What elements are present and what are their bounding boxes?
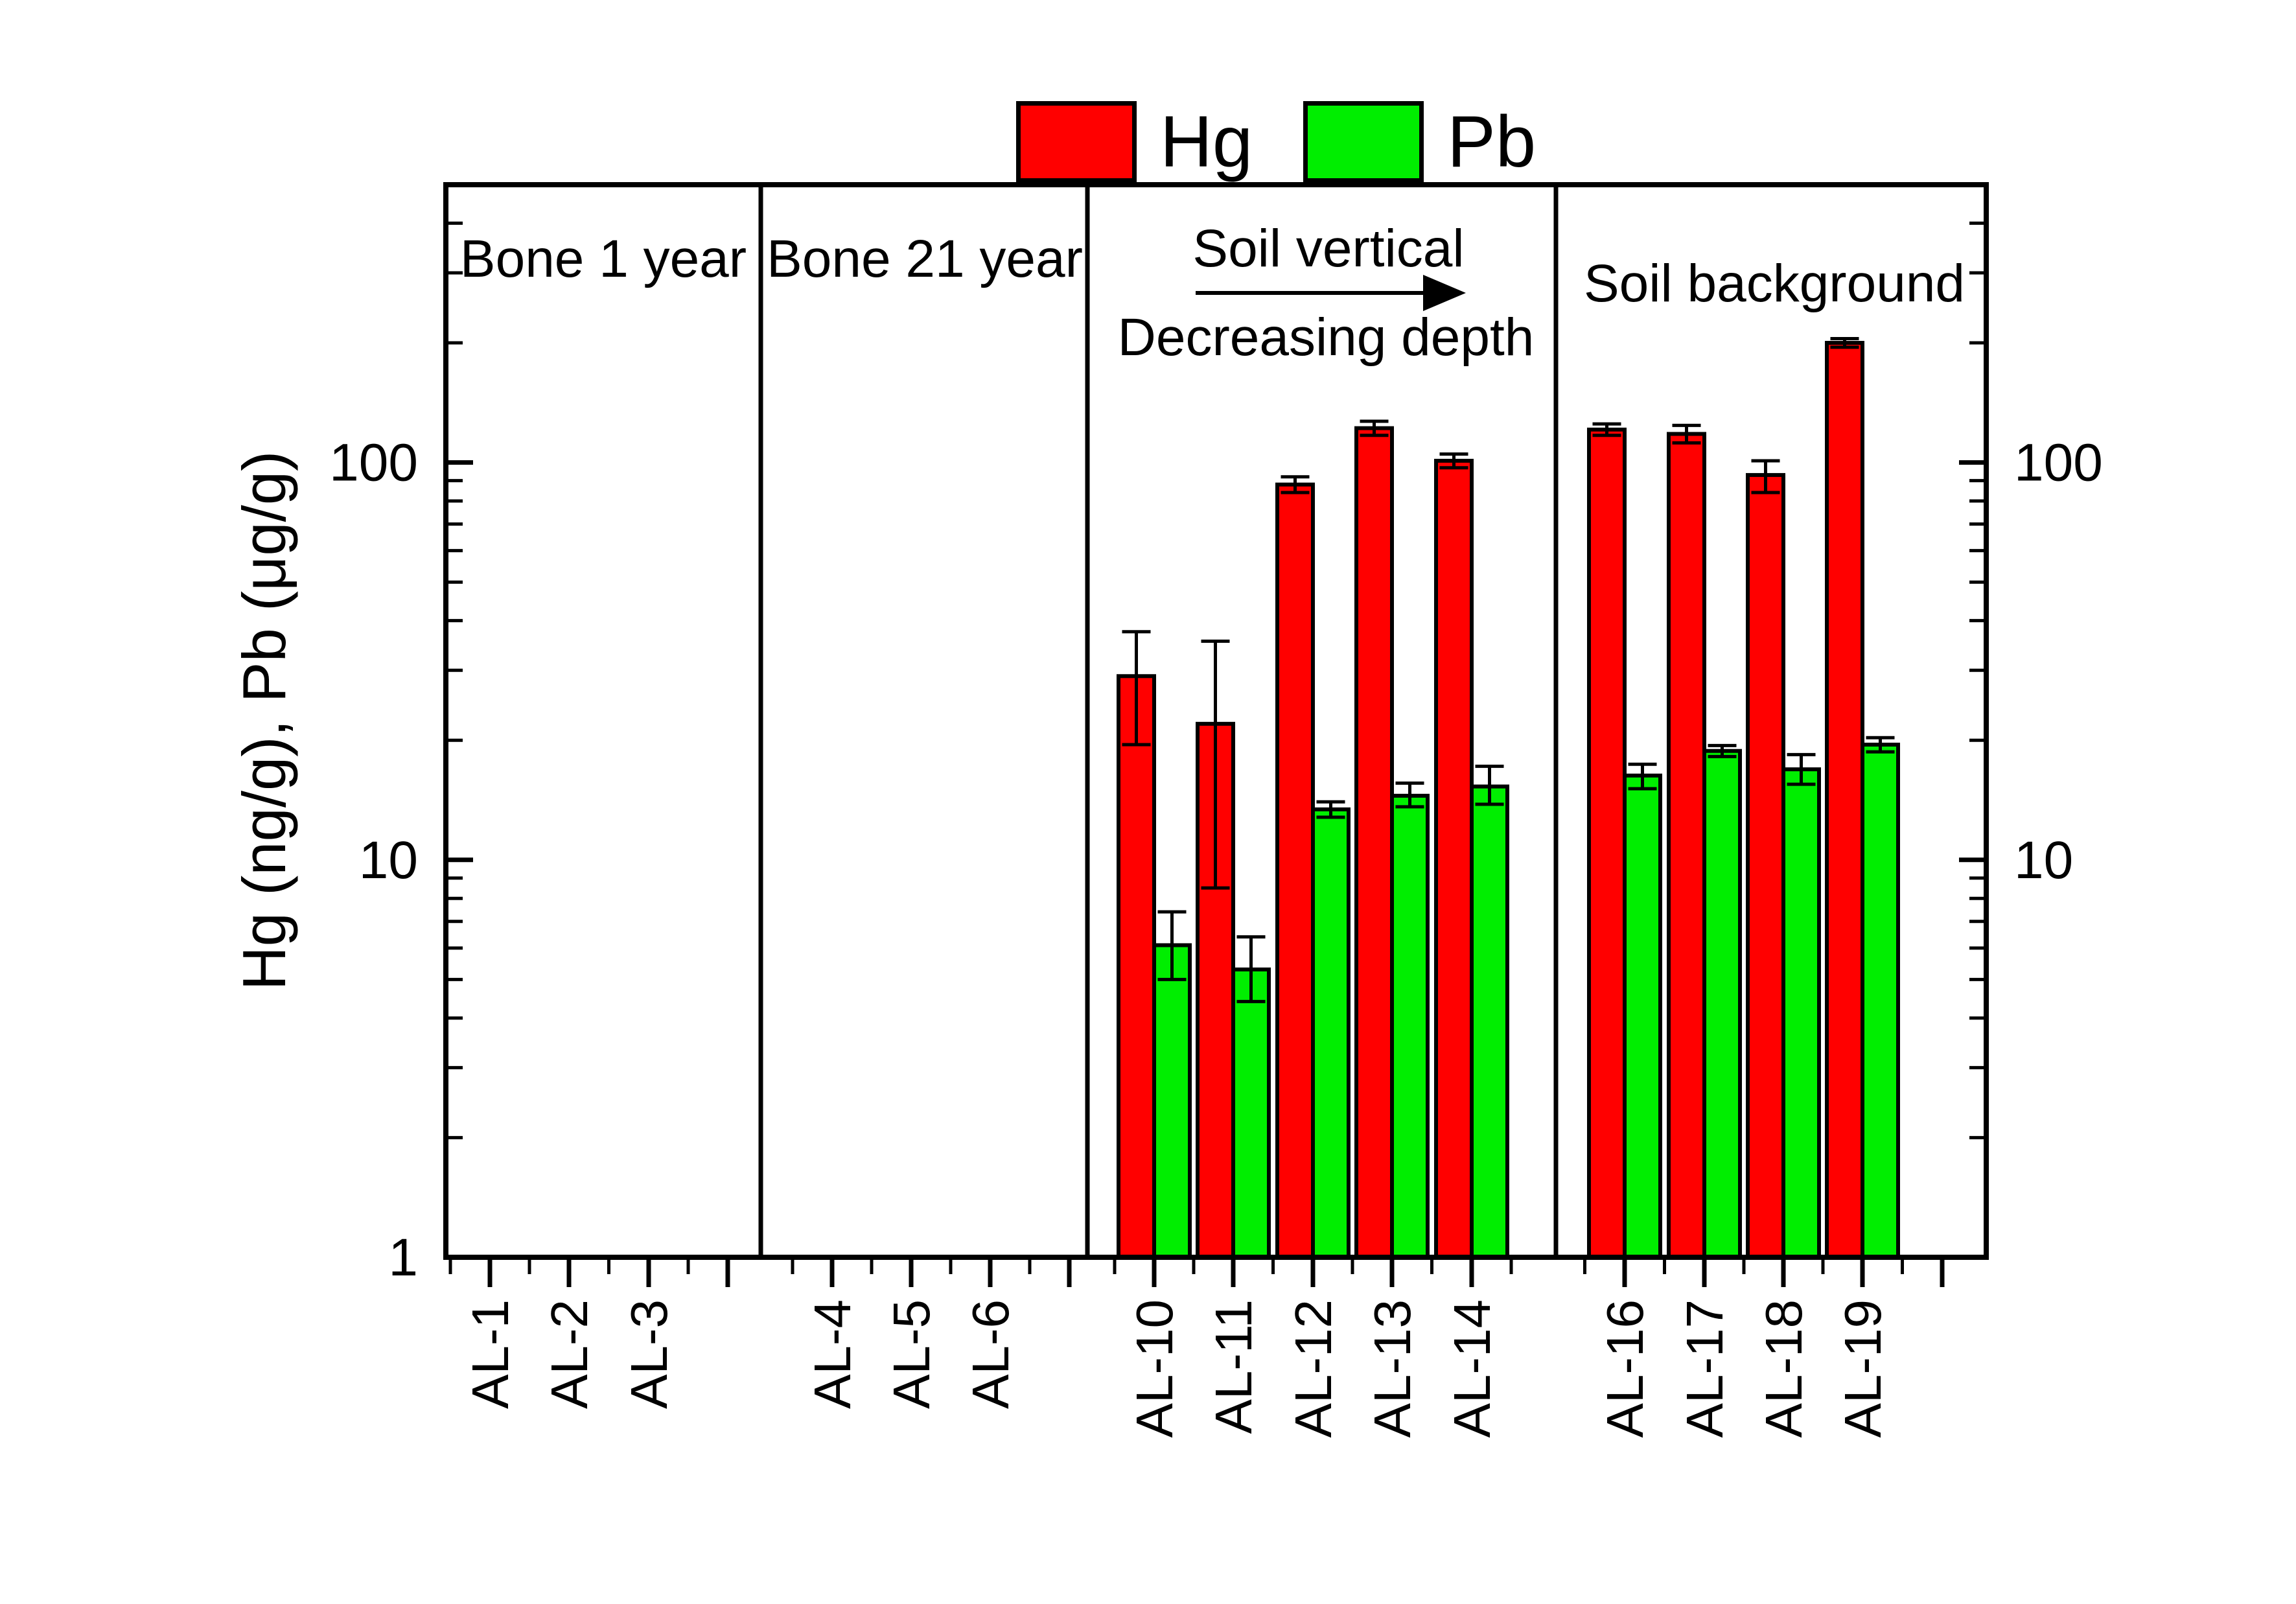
panel-title-soil-vertical: Soil vertical — [1192, 219, 1465, 278]
legend-label-hg: Hg — [1160, 101, 1253, 182]
pb-swatch-icon — [1303, 101, 1424, 183]
bar-pb-al-13 — [1390, 793, 1430, 1259]
x-tick-label-al-17: AL-17 — [1676, 1299, 1734, 1437]
bar-pb-al-10 — [1152, 943, 1192, 1260]
legend: Hg Pb — [1016, 101, 1536, 183]
right-arrow-head-icon — [1423, 275, 1466, 311]
x-tick-label-al-4: AL-4 — [804, 1299, 861, 1409]
legend-item-pb: Pb — [1303, 101, 1536, 183]
x-tick-label-al-18: AL-18 — [1755, 1299, 1813, 1437]
bar-pb-al-19 — [1861, 742, 1900, 1260]
panel-title-bone-21-year: Bone 21 year — [767, 229, 1083, 288]
bar-hg-al-17 — [1667, 432, 1706, 1259]
y-tick-label-right-100: 100 — [2014, 434, 2103, 493]
bar-pb-al-14 — [1470, 784, 1509, 1259]
bar-hg-al-16 — [1587, 427, 1627, 1259]
x-tick-label-al-13: AL-13 — [1363, 1299, 1421, 1437]
hg-swatch-icon — [1016, 101, 1137, 183]
bar-hg-al-12 — [1275, 482, 1315, 1259]
y-axis-title: Hg (ng/g), Pb (μg/g) — [230, 450, 298, 991]
panel-title-bone-1-year: Bone 1 year — [459, 229, 747, 288]
legend-label-pb: Pb — [1447, 101, 1536, 182]
x-tick-label-al-19: AL-19 — [1834, 1299, 1892, 1437]
bar-hg-al-10 — [1117, 674, 1156, 1259]
panel-title-soil-background: Soil background — [1583, 254, 1966, 313]
x-tick-label-al-6: AL-6 — [962, 1299, 1019, 1409]
x-tick-label-al-3: AL-3 — [620, 1299, 678, 1409]
bar-pb-al-16 — [1623, 773, 1662, 1259]
y-tick-label-right-10: 10 — [2014, 831, 2073, 890]
bar-hg-al-18 — [1746, 472, 1785, 1259]
bar-pb-al-12 — [1311, 807, 1351, 1259]
bar-hg-al-19 — [1825, 341, 1864, 1259]
y-tick-label-left-1: 1 — [388, 1228, 418, 1287]
bar-pb-al-11 — [1231, 967, 1271, 1260]
x-tick-label-al-16: AL-16 — [1596, 1299, 1654, 1437]
panel-subtitle-decreasing-depth: Decreasing depth — [1117, 308, 1535, 367]
x-tick-label-al-12: AL-12 — [1284, 1299, 1342, 1437]
x-tick-label-al-14: AL-14 — [1443, 1299, 1501, 1437]
x-tick-label-al-10: AL-10 — [1126, 1299, 1183, 1437]
x-tick-label-al-1: AL-1 — [461, 1299, 519, 1409]
y-tick-label-left-100: 100 — [329, 434, 418, 493]
bar-hg-al-14 — [1434, 458, 1474, 1259]
bar-hg-al-13 — [1354, 426, 1394, 1259]
y-tick-label-left-10: 10 — [359, 831, 418, 890]
x-tick-label-al-5: AL-5 — [883, 1299, 940, 1409]
bar-pb-al-17 — [1702, 749, 1742, 1260]
x-tick-label-al-2: AL-2 — [540, 1299, 598, 1409]
legend-item-hg: Hg — [1016, 101, 1253, 183]
bar-pb-al-18 — [1781, 767, 1821, 1259]
plot-frame — [443, 182, 1989, 1260]
x-tick-label-al-11: AL-11 — [1205, 1299, 1262, 1434]
